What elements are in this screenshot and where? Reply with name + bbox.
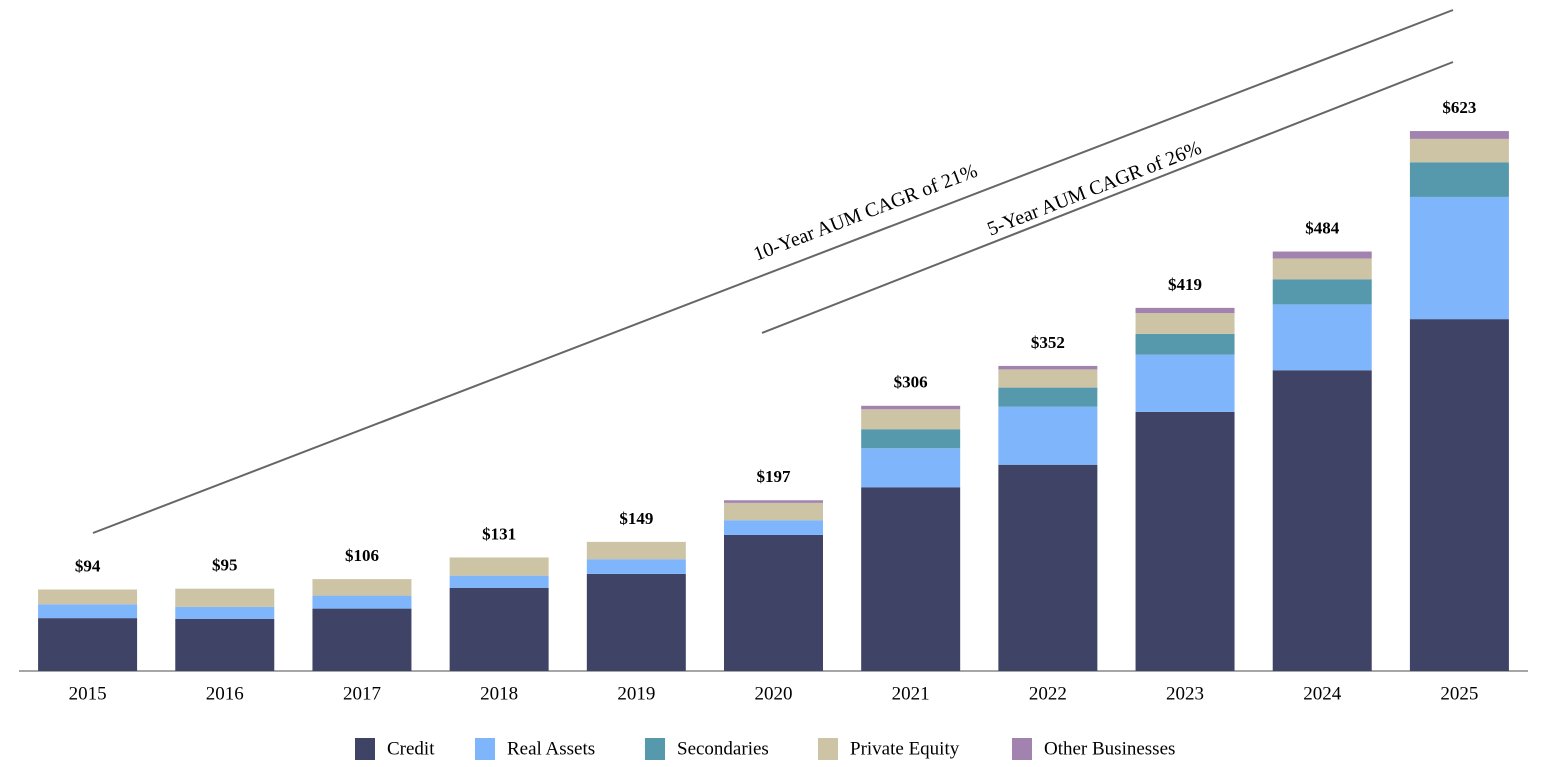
bar-segment (1409, 319, 1509, 671)
bar-segment (998, 387, 1098, 407)
bar-segment (1272, 304, 1372, 371)
bar-segment (449, 575, 549, 588)
total-label: $623 (1442, 98, 1476, 117)
bar-segment (724, 500, 823, 503)
x-tick-label: 2015 (69, 683, 107, 704)
x-tick-label: 2019 (617, 683, 655, 704)
bar-segment (1135, 313, 1235, 334)
x-tick-label: 2024 (1303, 683, 1342, 704)
x-tick-label: 2023 (1166, 683, 1204, 704)
legend-swatch (475, 738, 495, 760)
bar-segment (175, 619, 275, 671)
bar-segment (1135, 354, 1235, 412)
x-tick-label: 2021 (892, 683, 930, 704)
legend-label: Secondaries (677, 738, 769, 759)
bar-segment (998, 464, 1098, 671)
legend-swatch (645, 738, 665, 760)
bar-segment (38, 618, 138, 671)
bar-segment (312, 579, 412, 596)
bar-segment (38, 589, 138, 605)
annotation: 5-Year AUM CAGR of 26% (984, 137, 1204, 241)
bar-segment (1272, 279, 1372, 305)
bar-segment (998, 365, 1098, 370)
cagr-line (92, 9, 1454, 534)
bar-segment (1409, 138, 1509, 163)
bar-segment (1272, 370, 1372, 671)
bar-segment (861, 429, 961, 449)
bar-segment (861, 409, 961, 430)
bar-segment (724, 520, 823, 535)
bar-segment (175, 606, 275, 619)
total-label: $419 (1168, 275, 1202, 294)
x-tick-label: 2025 (1440, 683, 1478, 704)
bar-segment (586, 559, 686, 574)
annotation: 10-Year AUM CAGR of 21% (750, 160, 980, 266)
bar-segment (312, 608, 412, 671)
bar-segment (1409, 131, 1509, 139)
total-label: $95 (212, 556, 238, 575)
total-label: $149 (619, 509, 653, 528)
x-tick-label: 2016 (206, 683, 244, 704)
bar-segment (861, 405, 961, 410)
legend-label: Credit (387, 738, 435, 759)
legend-label: Other Businesses (1044, 738, 1175, 759)
x-tick-label: 2020 (755, 683, 793, 704)
bar-segment (586, 573, 686, 671)
bar-segment (449, 587, 549, 671)
bar-segment (312, 595, 412, 609)
total-label: $106 (345, 546, 379, 565)
bar-segment (724, 534, 823, 671)
bar-segment (38, 604, 138, 619)
bar-segment (1135, 333, 1235, 355)
x-tick-label: 2022 (1029, 683, 1067, 704)
legend-label: Real Assets (507, 738, 595, 759)
bar-segment (1135, 307, 1235, 314)
bar-segment (861, 448, 961, 488)
bar-segment (1409, 196, 1509, 320)
bar-segment (724, 502, 823, 521)
x-tick-label: 2017 (343, 683, 381, 704)
bar-segment (586, 541, 686, 560)
x-tick-label: 2018 (480, 683, 518, 704)
total-label: $197 (757, 467, 792, 486)
total-label: $352 (1031, 333, 1065, 352)
bar-segment (861, 487, 961, 671)
cagr-line (761, 61, 1454, 334)
total-label: $94 (75, 556, 101, 575)
bar-segment (449, 557, 549, 576)
bar-segment (1272, 251, 1372, 259)
legend-swatch (818, 738, 838, 760)
bar-segment (175, 588, 275, 607)
bar-segment (998, 406, 1098, 465)
legend-label: Private Equity (850, 738, 960, 759)
bar-segment (1135, 411, 1235, 671)
bar-segment (1409, 162, 1509, 197)
total-label: $131 (482, 524, 516, 543)
legend-swatch (1012, 738, 1032, 760)
legend-swatch (355, 738, 375, 760)
total-label: $484 (1305, 218, 1340, 237)
total-label: $306 (894, 373, 928, 392)
bar-segment (1272, 258, 1372, 280)
bar-segment (998, 369, 1098, 388)
